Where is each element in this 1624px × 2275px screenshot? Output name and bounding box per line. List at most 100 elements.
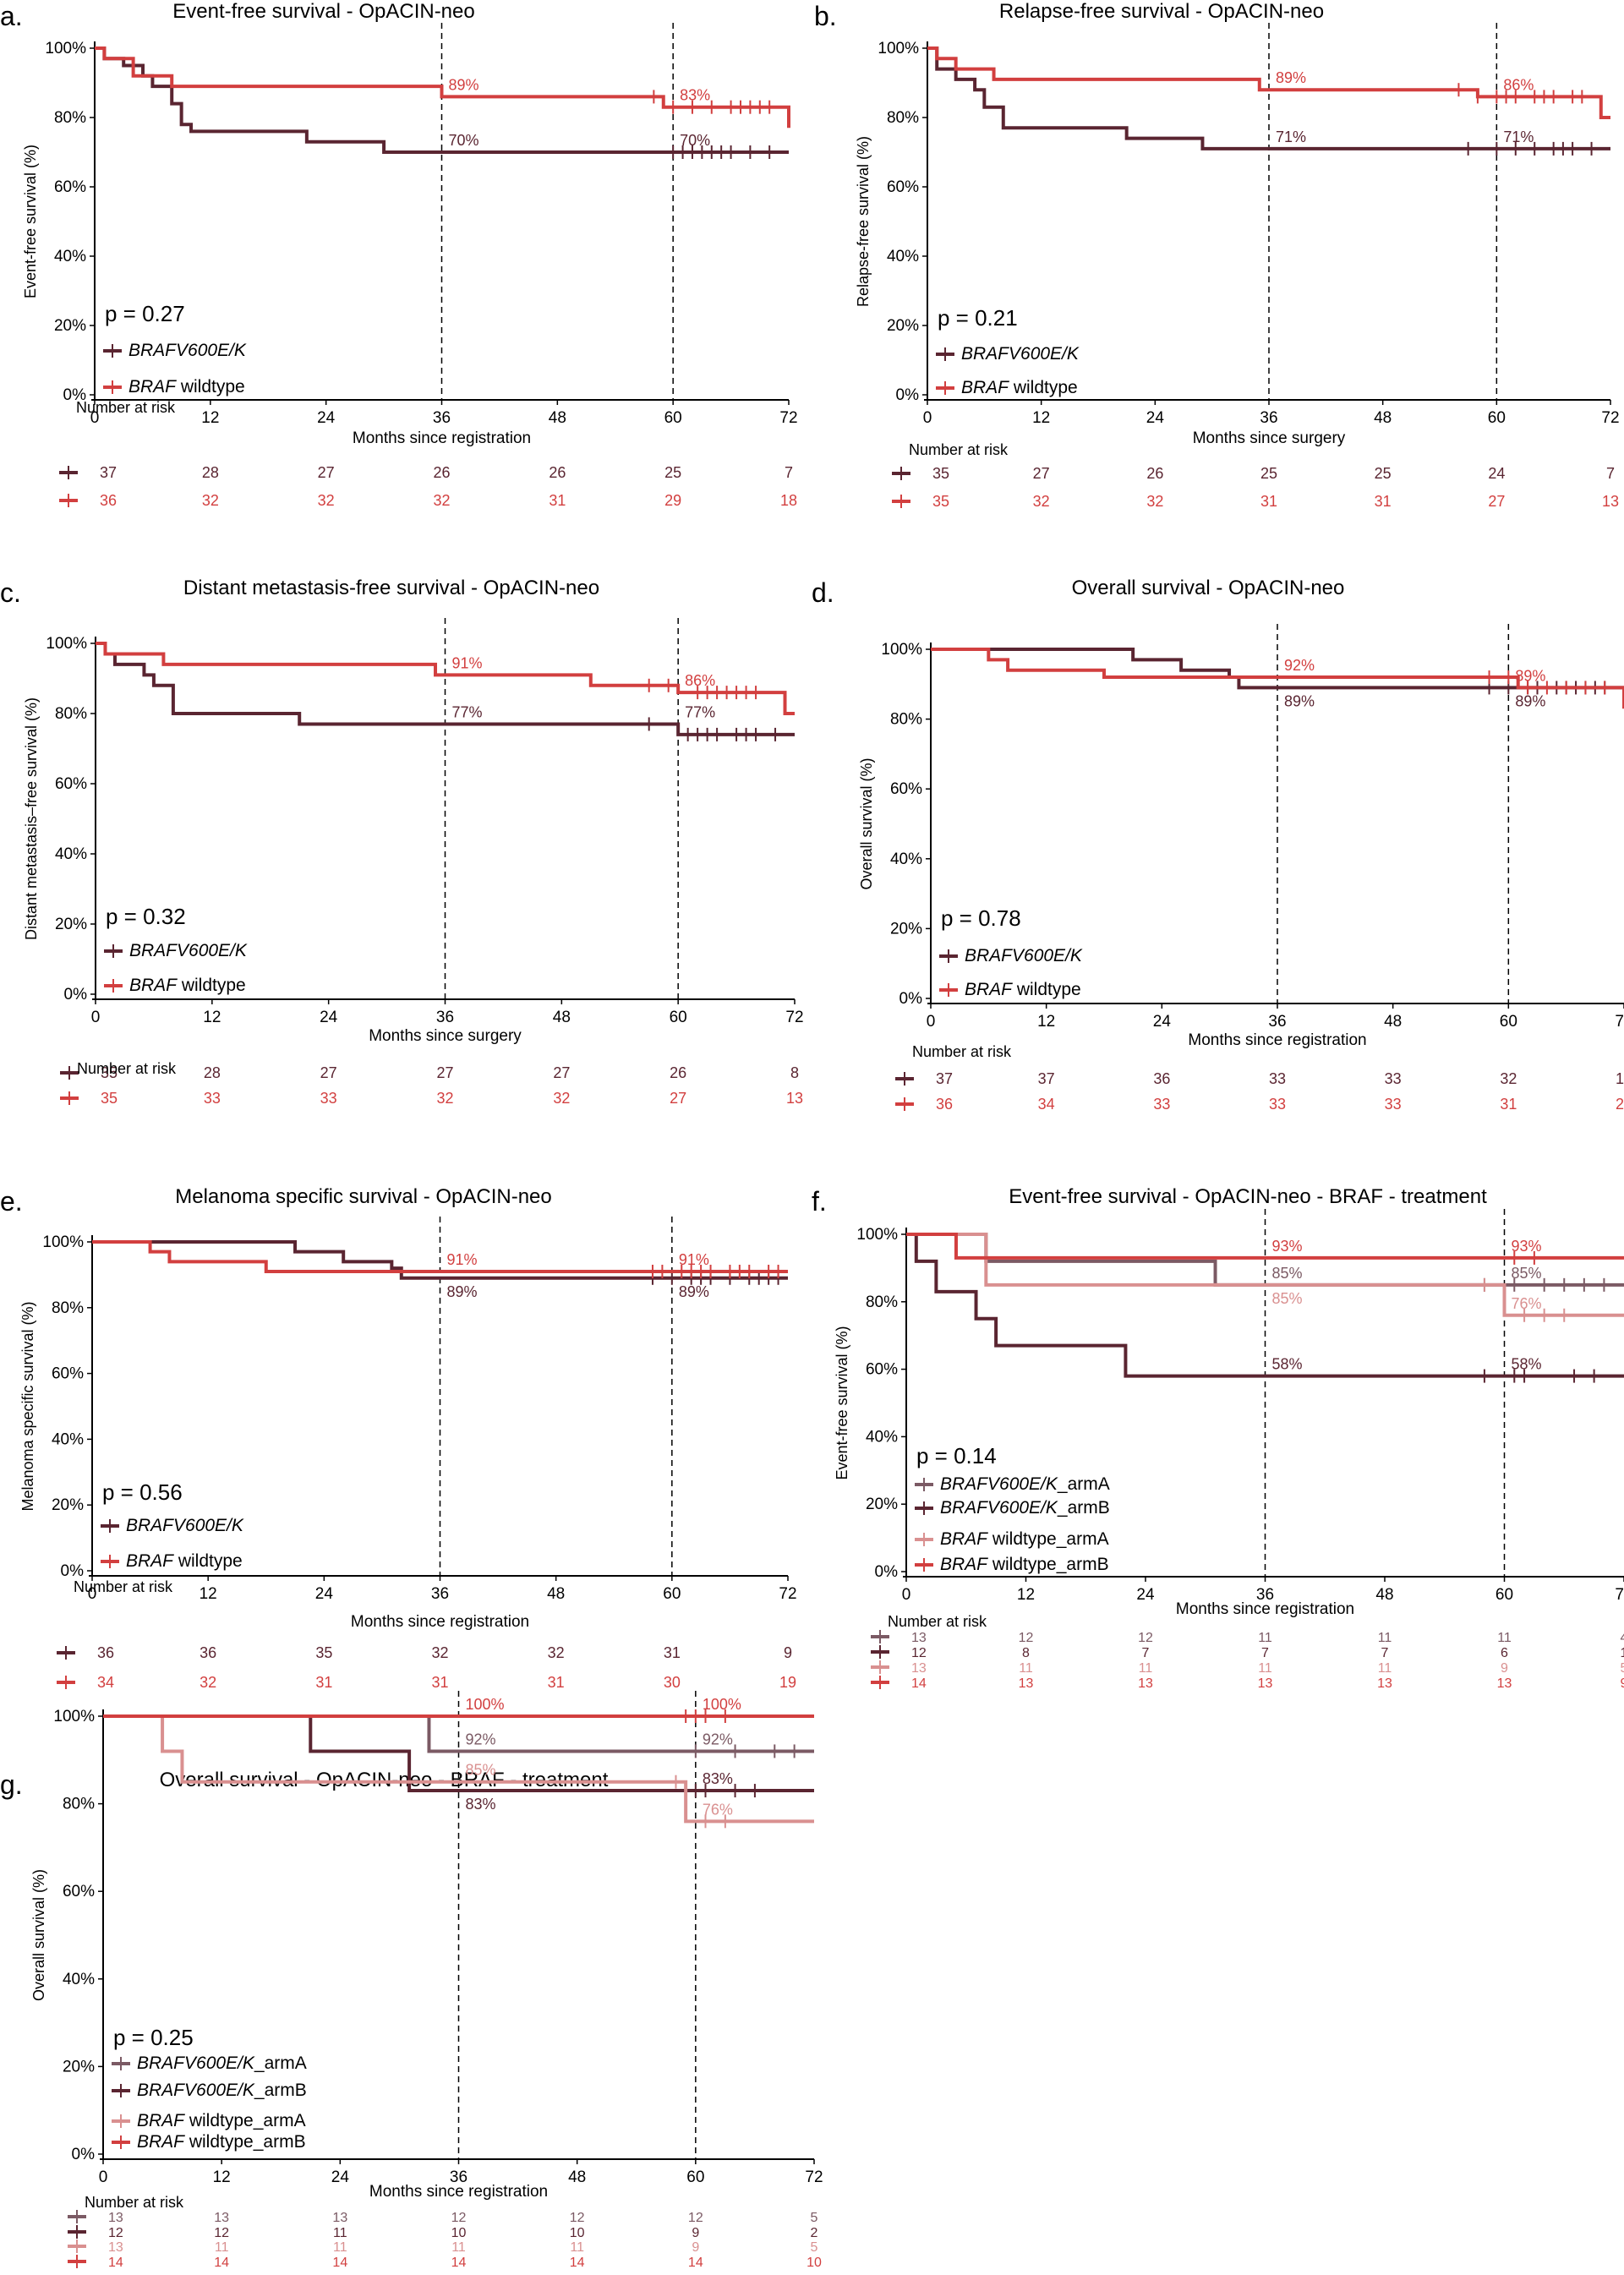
risk-count: 10 xyxy=(451,2226,467,2240)
y-tick-label: 100% xyxy=(46,635,87,653)
risk-count: 11 xyxy=(1497,1631,1512,1645)
y-tick-label: 20% xyxy=(866,1496,898,1513)
risk-count: 27 xyxy=(670,1090,686,1107)
legend-label-italic: BRAF xyxy=(137,2132,185,2152)
legend-label-rest: _armB xyxy=(1057,1498,1110,1518)
y-tick-label: 60% xyxy=(63,1883,95,1900)
risk-count: 30 xyxy=(664,1674,681,1691)
x-tick-label: 24 xyxy=(1136,1586,1155,1604)
x-tick-label: 12 xyxy=(1037,1013,1055,1031)
legend-label-rest: _armA xyxy=(254,2054,307,2073)
risk-count: 13 xyxy=(108,2211,123,2225)
risk-count: 37 xyxy=(100,464,117,481)
risk-count: 31 xyxy=(1500,1096,1517,1113)
legend-label: BRAFV600E/K xyxy=(126,1516,244,1535)
legend-label-rest: wildtype xyxy=(177,976,246,995)
risk-count: 36 xyxy=(1153,1070,1170,1087)
km-curve-wildtype xyxy=(927,46,1610,119)
y-axis-title: Overall survival (%) xyxy=(858,757,875,889)
x-tick-label: 0 xyxy=(927,1013,936,1031)
panel-label: f. xyxy=(812,1186,827,1217)
risk-count: 14 xyxy=(570,2256,585,2270)
legend-label-italic: BRAFV600E/K xyxy=(137,2081,255,2100)
risk-count: 11 xyxy=(333,2240,347,2255)
legend-label: BRAFV600E/K xyxy=(965,946,1083,965)
legend-label: BRAFV600E/K xyxy=(128,341,247,360)
p-value: p = 0.25 xyxy=(113,2025,194,2050)
risk-count: 13 xyxy=(911,1661,927,1676)
x-tick-label: 0 xyxy=(99,2168,108,2186)
risk-count: 1 xyxy=(1621,1646,1624,1660)
x-tick-label: 36 xyxy=(1268,1013,1286,1031)
risk-count: 35 xyxy=(932,493,949,510)
y-tick-label: 100% xyxy=(878,40,919,57)
risk-count: 11 xyxy=(1378,1631,1392,1645)
survival-annotation: 91% xyxy=(447,1251,478,1268)
risk-count: 36 xyxy=(100,492,117,509)
y-tick-label: 0% xyxy=(896,386,920,404)
survival-annotation: 92% xyxy=(703,1731,733,1747)
legend-label-italic: BRAF xyxy=(940,1555,988,1574)
x-tick-label: 48 xyxy=(1374,409,1392,427)
survival-annotation: 91% xyxy=(679,1251,709,1268)
risk-count: 11 xyxy=(1258,1661,1272,1676)
x-tick-label: 60 xyxy=(1496,1586,1513,1604)
panel-label: e. xyxy=(0,1186,23,1217)
risk-count: 33 xyxy=(1269,1096,1286,1113)
x-tick-label: 36 xyxy=(433,409,451,427)
risk-count: 11 xyxy=(215,2240,229,2255)
survival-annotation: 92% xyxy=(466,1731,496,1747)
risk-count: 9 xyxy=(1501,1661,1508,1676)
risk-count: 13 xyxy=(214,2211,229,2225)
risk-count: 34 xyxy=(97,1674,114,1691)
legend-label-rest: wildtype_armB xyxy=(987,1555,1109,1574)
x-tick-label: 36 xyxy=(450,2168,468,2186)
y-tick-label: 60% xyxy=(887,178,919,196)
legend-label-rest: wildtype xyxy=(1012,980,1081,999)
risk-count: 32 xyxy=(436,1090,453,1107)
risk-count: 7 xyxy=(785,464,793,481)
risk-count: 34 xyxy=(1038,1096,1055,1113)
risk-count: 7 xyxy=(1142,1646,1150,1660)
risk-count: 35 xyxy=(315,1644,332,1661)
km-curve-mutantB xyxy=(906,1233,1624,1378)
panel-a: a. Event-free survival - OpACIN-neo 0% 20% 4… xyxy=(0,0,798,509)
x-tick-label: 48 xyxy=(1375,1586,1393,1604)
x-tick-label: 0 xyxy=(902,1586,911,1604)
p-value: p = 0.78 xyxy=(941,905,1021,931)
risk-count: 14 xyxy=(332,2256,347,2270)
chart-title: Relapse-free survival - OpACIN-neo xyxy=(999,0,1324,23)
risk-count: 14 xyxy=(688,2256,703,2270)
y-axis-title: Distant metastasis–free survival (%) xyxy=(23,697,40,940)
risk-count: 37 xyxy=(936,1070,953,1087)
risk-count: 13 xyxy=(1497,1676,1512,1691)
x-axis-title: Months since surgery xyxy=(369,1027,522,1045)
risk-count: 26 xyxy=(670,1064,686,1081)
survival-annotation: 85% xyxy=(466,1762,496,1779)
risk-count: 13 xyxy=(1258,1676,1273,1691)
risk-count: 13 xyxy=(108,2240,123,2255)
risk-count: 14 xyxy=(214,2256,229,2270)
x-tick-label: 36 xyxy=(1256,1586,1274,1604)
legend-label: BRAF wildtype xyxy=(126,1551,243,1571)
p-value: p = 0.27 xyxy=(105,301,185,326)
x-tick-label: 72 xyxy=(779,1585,796,1603)
x-tick-label: 48 xyxy=(1384,1013,1402,1031)
legend-label-italic: BRAF xyxy=(126,1551,174,1571)
risk-count: 20 xyxy=(1616,1096,1624,1113)
risk-count: 32 xyxy=(318,492,335,509)
y-tick-label: 80% xyxy=(866,1293,898,1311)
km-curve-wildtype xyxy=(96,642,795,715)
km-curve-wildtype xyxy=(95,46,790,129)
y-tick-label: 0% xyxy=(64,986,88,1004)
x-tick-label: 48 xyxy=(553,1009,571,1026)
risk-count: 27 xyxy=(318,464,335,481)
x-tick-label: 36 xyxy=(431,1585,449,1603)
x-tick-label: 48 xyxy=(547,1585,565,1603)
risk-count: 28 xyxy=(202,464,219,481)
risk-count: 9 xyxy=(692,2226,699,2240)
x-axis-title: Months since registration xyxy=(369,2183,548,2201)
risk-count: 31 xyxy=(1260,493,1277,510)
risk-count: 35 xyxy=(101,1064,118,1081)
